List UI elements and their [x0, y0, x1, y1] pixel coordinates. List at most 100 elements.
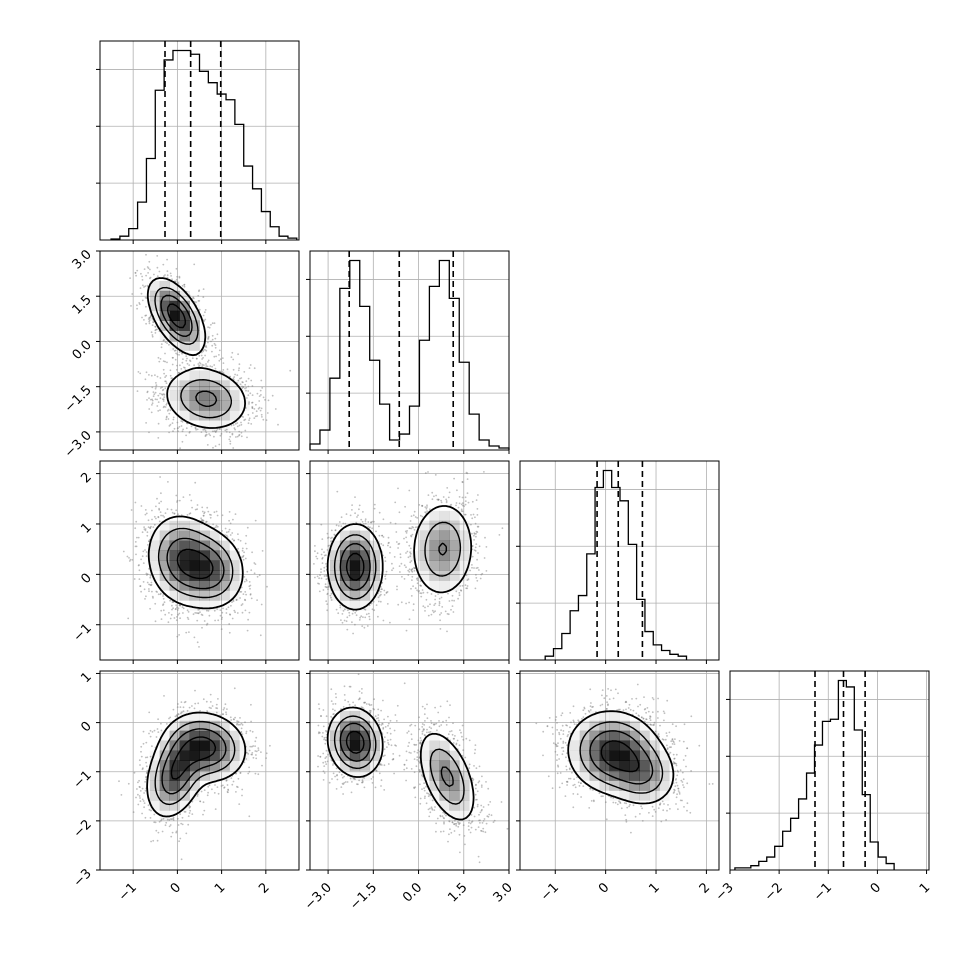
scatter-point	[457, 821, 459, 823]
contour-line	[345, 730, 365, 754]
scatter-point	[198, 608, 201, 611]
scatter-point	[219, 609, 222, 611]
scatter-point	[451, 605, 454, 607]
scatter-point	[473, 765, 475, 767]
scatter-point	[139, 287, 142, 289]
scatter-point	[145, 253, 147, 256]
scatter-point	[396, 704, 399, 707]
density-cell	[209, 560, 220, 571]
scatter-point	[335, 696, 337, 699]
density-cell	[229, 400, 240, 411]
scatter-point	[141, 316, 143, 319]
scatter-point	[237, 777, 240, 780]
scatter-point	[612, 801, 615, 804]
scatter-point	[478, 813, 480, 816]
scatter-point	[438, 601, 441, 603]
scatter-point	[246, 397, 248, 399]
scatter-point	[674, 779, 677, 781]
scatter-point	[203, 809, 206, 812]
scatter-point	[225, 608, 228, 611]
scatter-point	[151, 731, 154, 733]
scatter-point	[634, 815, 637, 818]
scatter-point	[370, 704, 373, 706]
scatter-point	[224, 527, 227, 530]
scatter-point	[426, 728, 428, 731]
density-cell	[199, 570, 210, 581]
scatter-point	[554, 750, 557, 753]
scatter-point	[438, 604, 441, 607]
scatter-point	[370, 521, 372, 524]
scatter-point	[373, 609, 376, 612]
scatter-point	[379, 590, 382, 593]
scatter-point	[178, 425, 181, 428]
scatter-point	[162, 398, 164, 401]
density-cell	[369, 560, 380, 571]
scatter-point	[141, 768, 144, 771]
scatter-point	[249, 587, 251, 590]
scatter-point	[160, 819, 162, 822]
scatter-point	[138, 578, 141, 580]
density-cell	[419, 540, 430, 551]
scatter-point	[157, 516, 160, 519]
scatter-point	[464, 843, 466, 846]
scatter-point	[171, 422, 174, 424]
scatter-point	[240, 731, 243, 733]
scatter-point	[654, 811, 657, 813]
scatter-point	[165, 374, 168, 377]
density-panel-3-0: −1 0 1 2−3−2−101	[71, 670, 300, 904]
scatter-point	[375, 604, 378, 606]
scatter-point	[225, 612, 228, 614]
scatter-point	[236, 374, 239, 376]
density-cell	[419, 530, 430, 541]
scatter-point	[174, 280, 177, 283]
scatter-point	[325, 736, 328, 739]
scatter-point	[560, 729, 562, 732]
histogram-2	[516, 460, 720, 664]
scatter-point	[147, 526, 150, 528]
scatter-point	[160, 500, 163, 503]
scatter-point	[382, 726, 385, 729]
scatter-point	[236, 612, 239, 614]
scatter-point	[605, 708, 608, 710]
scatter-point	[231, 601, 233, 603]
scatter-point	[479, 577, 482, 580]
density-cell	[619, 760, 630, 771]
scatter-point	[612, 797, 615, 799]
scatter-point	[249, 593, 252, 596]
contour-line	[167, 303, 186, 329]
scatter-point	[149, 268, 151, 271]
scatter-point	[139, 764, 141, 766]
scatter-point	[468, 763, 471, 766]
scatter-point	[354, 512, 356, 515]
scatter-point	[417, 590, 420, 593]
scatter-point	[431, 498, 434, 501]
scatter-point	[657, 710, 659, 713]
scatter-point	[405, 629, 408, 632]
scatter-point	[399, 556, 402, 559]
scatter-point	[367, 521, 370, 523]
scatter-point	[249, 745, 252, 748]
scatter-point	[397, 487, 399, 490]
scatter-point	[240, 727, 243, 730]
panel-frame	[309, 460, 510, 661]
density-cell	[619, 740, 630, 751]
scatter-point	[421, 723, 424, 725]
scatter-point	[229, 435, 232, 438]
scatter-point	[429, 603, 431, 606]
scatter-point	[357, 673, 360, 676]
density-cell	[459, 530, 470, 541]
scatter-point	[214, 367, 217, 370]
density-cell	[439, 800, 450, 811]
scatter-point	[477, 781, 480, 784]
density-cell	[589, 780, 600, 791]
scatter-point	[414, 587, 417, 590]
scatter-point	[404, 505, 406, 508]
scatter-point	[128, 557, 130, 559]
scatter-point	[453, 823, 456, 826]
scatter-point	[217, 792, 220, 795]
scatter-point	[245, 730, 248, 733]
scatter-point	[546, 725, 549, 727]
scatter-point	[164, 613, 167, 616]
scatter-point	[440, 612, 443, 614]
scatter-point	[141, 279, 144, 281]
